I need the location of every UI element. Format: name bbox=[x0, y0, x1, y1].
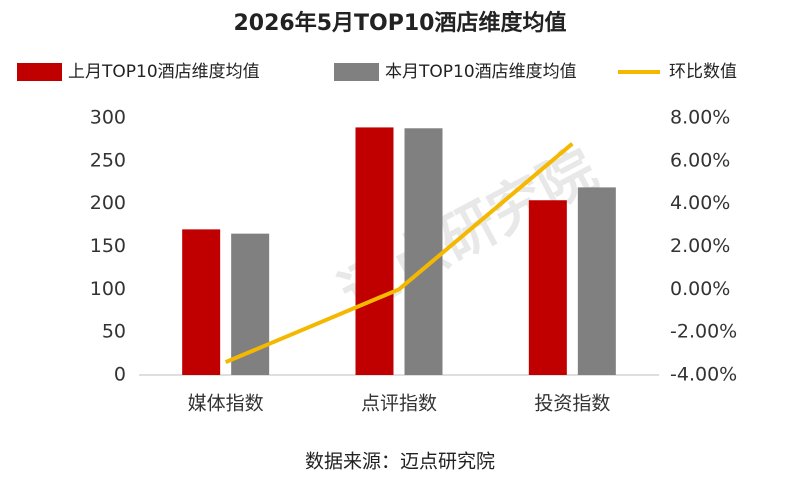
y2-tick-label: 4.00% bbox=[670, 192, 730, 214]
y2-tick-label: -2.00% bbox=[670, 321, 737, 343]
source-note: 数据来源：迈点研究院 bbox=[305, 451, 495, 473]
bar bbox=[577, 187, 616, 375]
y-tick-label: 200 bbox=[90, 192, 126, 214]
legend-label: 本月TOP10酒店维度均值 bbox=[385, 62, 577, 82]
bar bbox=[528, 200, 567, 375]
y-tick-label: 300 bbox=[90, 107, 126, 129]
x-tick-label: 媒体指数 bbox=[188, 393, 264, 415]
y2-tick-label: 0.00% bbox=[670, 278, 730, 300]
y-tick-label: 50 bbox=[102, 321, 126, 343]
y2-tick-label: -4.00% bbox=[670, 364, 737, 386]
legend-label: 上月TOP10酒店维度均值 bbox=[68, 62, 260, 82]
y2-tick-label: 2.00% bbox=[670, 235, 730, 257]
y-tick-label: 100 bbox=[90, 278, 126, 300]
bar bbox=[182, 229, 221, 375]
chart-title: 2026年5月TOP10酒店维度均值 bbox=[234, 10, 567, 36]
bar bbox=[355, 127, 394, 375]
y2-tick-label: 6.00% bbox=[670, 149, 730, 171]
legend-swatch bbox=[17, 63, 62, 81]
x-tick-label: 投资指数 bbox=[534, 393, 610, 415]
y-tick-label: 150 bbox=[90, 235, 126, 257]
line-series bbox=[224, 142, 574, 364]
y-tick-label: 250 bbox=[90, 149, 126, 171]
y2-tick-label: 8.00% bbox=[670, 107, 730, 129]
legend-label: 环比数值 bbox=[669, 62, 737, 82]
bar bbox=[404, 128, 443, 375]
y-tick-label: 0 bbox=[114, 364, 126, 386]
x-tick-label: 点评指数 bbox=[361, 393, 437, 415]
legend-swatch bbox=[334, 63, 379, 81]
